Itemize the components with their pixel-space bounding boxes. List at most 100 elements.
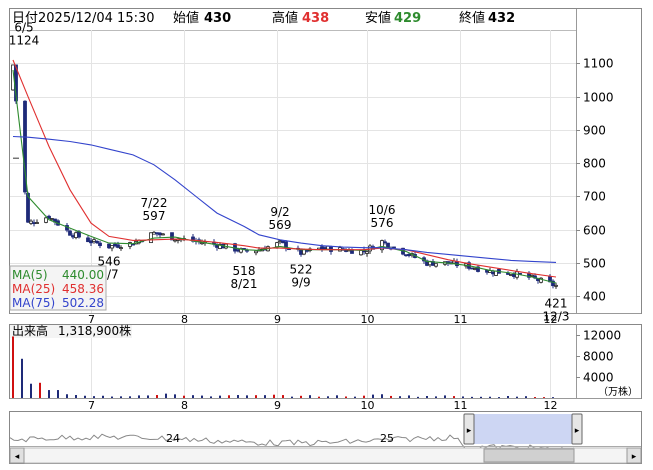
candle-body: [380, 240, 384, 251]
volume-bar: [255, 395, 257, 398]
candle-body: [404, 254, 408, 257]
candlestick-series: [11, 64, 558, 289]
volume-bar: [147, 395, 149, 398]
scrollbar-right-button[interactable]: [626, 447, 642, 464]
volume-month-label: 9: [274, 399, 281, 412]
volume-bar: [300, 395, 302, 398]
volume-bar: [345, 396, 347, 398]
price-month-label: 12: [544, 313, 558, 326]
volume-bar: [192, 395, 194, 398]
annotation-value: 1124: [9, 33, 40, 47]
volume-bar: [408, 395, 410, 398]
candle-body: [530, 274, 534, 277]
volume-bar: [138, 395, 140, 398]
scroll-right-icon: ▸: [632, 452, 637, 462]
candle-body: [539, 277, 543, 283]
annotation-value: 518: [233, 264, 256, 278]
candle-body: [392, 246, 396, 249]
volume-current-value: 1,318,900株: [58, 323, 131, 338]
volume-bar: [12, 336, 14, 398]
candle-body: [173, 239, 177, 242]
volume-bar: [426, 395, 428, 398]
volume-bar: [120, 396, 122, 398]
annotation-value: 421: [545, 296, 568, 310]
volume-bar: [372, 394, 374, 398]
volume-bar: [543, 397, 545, 398]
volume-bar: [75, 395, 77, 398]
ma-legend-value: 458.36: [62, 282, 104, 296]
scrollbar-thumb[interactable]: [483, 448, 575, 463]
navigator-year-label: 25: [380, 432, 394, 445]
volume-bar: [237, 395, 239, 398]
volume-bar: [399, 396, 401, 398]
navigator-left-handle-grip: ▸: [467, 426, 472, 436]
annotation-date: 8/21: [231, 277, 258, 291]
annotation-value: 597: [143, 209, 166, 223]
volume-bar: [48, 390, 50, 398]
volume-title: 出来高: [12, 323, 48, 338]
volume-bar: [174, 394, 176, 398]
volume-bar: [417, 396, 419, 398]
open-value: 430: [204, 11, 232, 26]
candle-body: [365, 251, 369, 254]
candle-body: [119, 247, 123, 249]
price-tick-label: 800: [583, 157, 606, 171]
candle-body: [551, 280, 555, 287]
volume-tick-label: 4000: [583, 371, 614, 385]
price-tick-label: 500: [583, 257, 606, 271]
ma-line-ma5: [12, 69, 557, 284]
volume-bar: [129, 396, 131, 398]
ma-legend-box: [9, 265, 107, 311]
volume-bar: [516, 396, 518, 398]
candle-body: [98, 242, 102, 247]
header-info-bar: 日付 2025/12/04 15:30 始値 430 高値 438 安値 429…: [10, 9, 576, 29]
candle-body: [86, 237, 90, 243]
candle-body: [359, 250, 363, 256]
volume-bar: [318, 396, 320, 398]
volume-bar: [444, 395, 446, 398]
volume-bar: [327, 396, 329, 398]
candle-body: [512, 273, 516, 277]
candle-body: [476, 266, 480, 272]
navigator-right-handle[interactable]: [571, 413, 583, 445]
candle-body: [113, 243, 117, 247]
volume-bar: [84, 395, 86, 398]
volume-label-bg: [10, 325, 132, 338]
candle-body: [71, 235, 75, 238]
candle-body: [302, 249, 306, 255]
price-tick-label: 1100: [583, 57, 614, 71]
candle-body: [29, 220, 33, 224]
volume-bar: [228, 395, 230, 398]
high-value: 438: [302, 11, 330, 26]
volume-bar: [480, 396, 482, 398]
price-month-label: 9: [274, 313, 281, 326]
navigator-right-handle-grip: ▸: [575, 426, 580, 436]
volume-bar: [246, 395, 248, 398]
ma-legend-value: 440.00: [62, 268, 104, 282]
candle-body: [281, 240, 285, 244]
candle-body: [50, 218, 54, 220]
candle-body: [107, 243, 111, 249]
navigator-left-handle[interactable]: [463, 413, 475, 445]
volume-bar: [21, 358, 23, 398]
price-tick-label: 1000: [583, 91, 614, 105]
price-month-label: 11: [454, 313, 468, 326]
volume-bar: [525, 396, 527, 398]
annotation-date: 7/22: [141, 196, 168, 210]
annotation-value: 576: [371, 216, 394, 230]
volume-bar: [381, 394, 383, 398]
candle-body: [116, 244, 120, 248]
price-tick-label: 700: [583, 190, 606, 204]
volume-bar: [273, 394, 275, 398]
volume-bar: [336, 395, 338, 398]
volume-bar: [453, 396, 455, 398]
price-month-label: 8: [181, 313, 188, 326]
volume-tick-label: 12000: [583, 329, 621, 343]
scroll-left-icon: ◂: [15, 452, 20, 462]
candle-body: [68, 230, 72, 236]
volume-bar: [489, 396, 491, 398]
candle-body: [44, 217, 48, 223]
scrollbar-left-button[interactable]: [9, 447, 25, 464]
candle-body: [386, 242, 390, 248]
date-label: 日付: [12, 11, 39, 26]
